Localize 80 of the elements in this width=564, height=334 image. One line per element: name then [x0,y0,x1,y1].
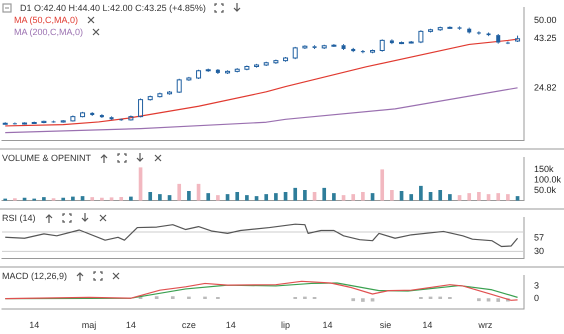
bar [419,186,423,201]
bar [158,194,162,201]
bar [138,167,142,201]
bar [351,194,356,201]
x-tick-label: 14 [29,320,40,330]
y-tick-label: 50.0k [534,184,557,195]
bar [380,169,384,201]
y-tick-label: 43.25 [534,33,557,44]
x-tick-label: 14 [322,320,332,330]
bar [496,193,500,201]
chart-title: MACD (12,26,9) [2,271,68,281]
bar [52,198,56,201]
bar [264,194,268,201]
y-tick-label: 50.00 [534,15,557,26]
bar [303,190,307,201]
bar [342,195,346,201]
bar [506,194,510,201]
bar [235,192,240,201]
candlestick [119,118,124,120]
bar [274,193,278,201]
bar [438,190,442,201]
bar [458,195,462,201]
bar [206,193,210,201]
bar [13,198,17,201]
bar [467,193,472,201]
bar [448,194,452,201]
candlestick [100,114,104,118]
chart-title: D1 O:42.40 H:44.40 L:42.00 C:43.25 (+4.85%) [20,3,206,13]
x-tick-label: sie [380,320,392,330]
y-tick-label: 24.82 [534,82,557,92]
bar [119,196,124,201]
candlestick [312,44,317,50]
bar [409,194,414,201]
y-tick-label: 3 [534,280,540,290]
y-tick-label: 100.0k [534,174,562,185]
x-tick-label: maj [82,320,96,330]
bar [148,192,152,201]
x-tick-label: 14 [126,320,136,330]
text: MA (200,C,MA,0) [14,27,84,37]
bar [168,195,172,201]
y-tick-label: 30 [534,246,544,256]
candlestick [90,112,94,116]
x-tick-label: wrz [477,320,493,330]
bar [22,198,26,201]
bar [322,188,326,201]
chart-title: RSI (14) [2,213,36,223]
bar [332,193,336,201]
bar [196,184,200,201]
bar [390,190,394,201]
x-tick-label: cze [182,320,196,330]
bar [177,184,182,201]
bar [370,193,374,201]
chart-title: VOLUME & OPENINT [2,153,92,163]
bar [110,197,114,201]
bar [293,188,298,201]
x-tick-label: lip [281,320,290,330]
text: MA (50,C,MA,0) [14,15,78,25]
bar [284,192,288,201]
bar [90,197,94,201]
bar [428,192,432,201]
bar [80,196,84,201]
bar [477,192,481,201]
bar [486,194,490,201]
bar [254,196,258,201]
bar [187,191,191,201]
x-tick-label: 14 [422,320,432,330]
bar [129,196,133,201]
bar [226,194,230,201]
bar [361,192,365,201]
y-tick-label: 57 [534,232,544,243]
bar [400,191,404,201]
x-tick-label: 14 [226,320,236,330]
y-tick-label: 150k [534,164,554,174]
bar [312,192,316,201]
bar [245,195,249,201]
bar [42,197,46,201]
y-tick-label: 0 [534,293,540,304]
bar [516,196,520,201]
bar [216,195,220,201]
bar [71,196,75,201]
